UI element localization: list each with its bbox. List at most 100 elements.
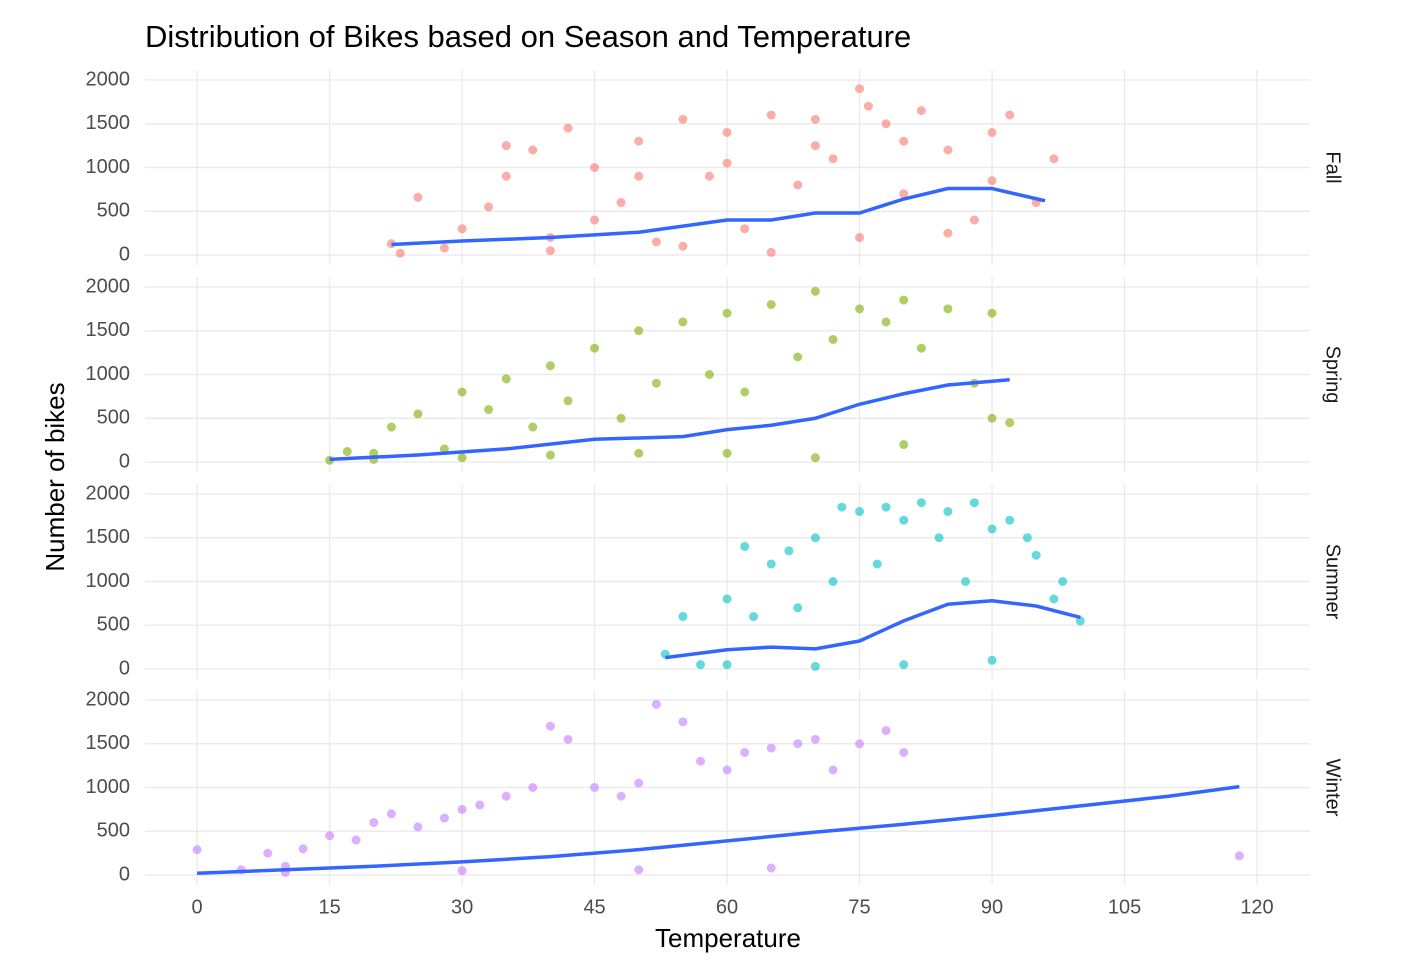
point xyxy=(810,453,820,463)
point xyxy=(457,866,467,876)
point xyxy=(342,447,352,457)
point xyxy=(634,326,644,336)
point xyxy=(987,655,997,665)
point xyxy=(837,502,847,512)
point xyxy=(563,123,573,133)
point xyxy=(501,374,511,384)
point xyxy=(828,334,838,344)
point xyxy=(943,304,953,314)
point xyxy=(722,660,732,670)
point xyxy=(325,831,335,841)
point xyxy=(696,660,706,670)
point xyxy=(855,84,865,94)
point xyxy=(722,158,732,168)
point xyxy=(678,241,688,251)
point xyxy=(1234,851,1244,861)
point xyxy=(899,136,909,146)
point xyxy=(298,844,308,854)
point xyxy=(855,739,865,749)
point xyxy=(881,502,891,512)
point xyxy=(413,409,423,419)
point xyxy=(855,233,865,243)
point xyxy=(192,845,202,855)
y-tick-label: 2000 xyxy=(86,275,131,297)
point xyxy=(793,603,803,613)
point xyxy=(828,765,838,775)
trend-line xyxy=(665,598,1081,660)
point xyxy=(863,101,873,111)
x-tick-label: 0 xyxy=(192,896,203,918)
y-tick-label: 1500 xyxy=(86,112,131,134)
point xyxy=(828,154,838,164)
point xyxy=(634,778,644,788)
facet-label: Fall xyxy=(1322,151,1344,183)
point xyxy=(528,145,538,155)
trend-line xyxy=(329,378,1010,462)
y-tick-label: 500 xyxy=(97,200,130,222)
point xyxy=(590,215,600,225)
point xyxy=(793,180,803,190)
point xyxy=(855,304,865,314)
point xyxy=(934,533,944,543)
point xyxy=(899,295,909,305)
point xyxy=(386,809,396,819)
point xyxy=(457,224,467,234)
point xyxy=(916,498,926,508)
facet-label: Summer xyxy=(1322,544,1344,620)
point xyxy=(899,515,909,525)
point xyxy=(634,865,644,875)
point xyxy=(413,192,423,202)
y-tick-label: 1500 xyxy=(86,732,131,754)
point xyxy=(810,734,820,744)
y-tick-label: 1000 xyxy=(86,570,131,592)
point xyxy=(987,176,997,186)
point xyxy=(987,524,997,534)
facet-label: Winter xyxy=(1322,759,1344,817)
point xyxy=(696,756,706,766)
point xyxy=(439,813,449,823)
point xyxy=(784,546,794,556)
point xyxy=(810,141,820,151)
point xyxy=(793,352,803,362)
y-tick-label: 500 xyxy=(97,820,130,842)
x-tick-label: 30 xyxy=(451,896,473,918)
point xyxy=(1005,418,1015,428)
point xyxy=(943,228,953,238)
y-tick-label: 1000 xyxy=(86,776,131,798)
y-tick-label: 0 xyxy=(119,863,130,885)
point xyxy=(563,396,573,406)
y-tick-label: 2000 xyxy=(86,68,131,90)
x-tick-label: 60 xyxy=(716,896,738,918)
point xyxy=(651,237,661,247)
point xyxy=(1031,550,1041,560)
point xyxy=(457,453,467,463)
point xyxy=(651,378,661,388)
point xyxy=(810,533,820,543)
point xyxy=(501,791,511,801)
x-tick-label: 15 xyxy=(318,896,340,918)
point xyxy=(881,726,891,736)
point xyxy=(590,163,600,172)
point xyxy=(1075,616,1085,626)
point xyxy=(678,317,688,327)
point xyxy=(899,660,909,670)
point xyxy=(678,114,688,124)
point xyxy=(749,612,759,622)
y-tick-label: 2000 xyxy=(86,482,131,504)
point xyxy=(766,299,776,309)
point xyxy=(916,343,926,353)
point xyxy=(1005,515,1015,525)
point xyxy=(501,141,511,151)
point xyxy=(987,308,997,318)
point xyxy=(545,721,555,731)
trend-line xyxy=(197,784,1240,876)
point xyxy=(395,248,405,258)
point xyxy=(704,171,714,181)
point xyxy=(704,370,714,379)
point xyxy=(439,243,449,253)
point xyxy=(1058,577,1068,586)
y-tick-label: 1000 xyxy=(86,363,131,385)
point xyxy=(1049,154,1059,164)
point xyxy=(722,127,732,137)
